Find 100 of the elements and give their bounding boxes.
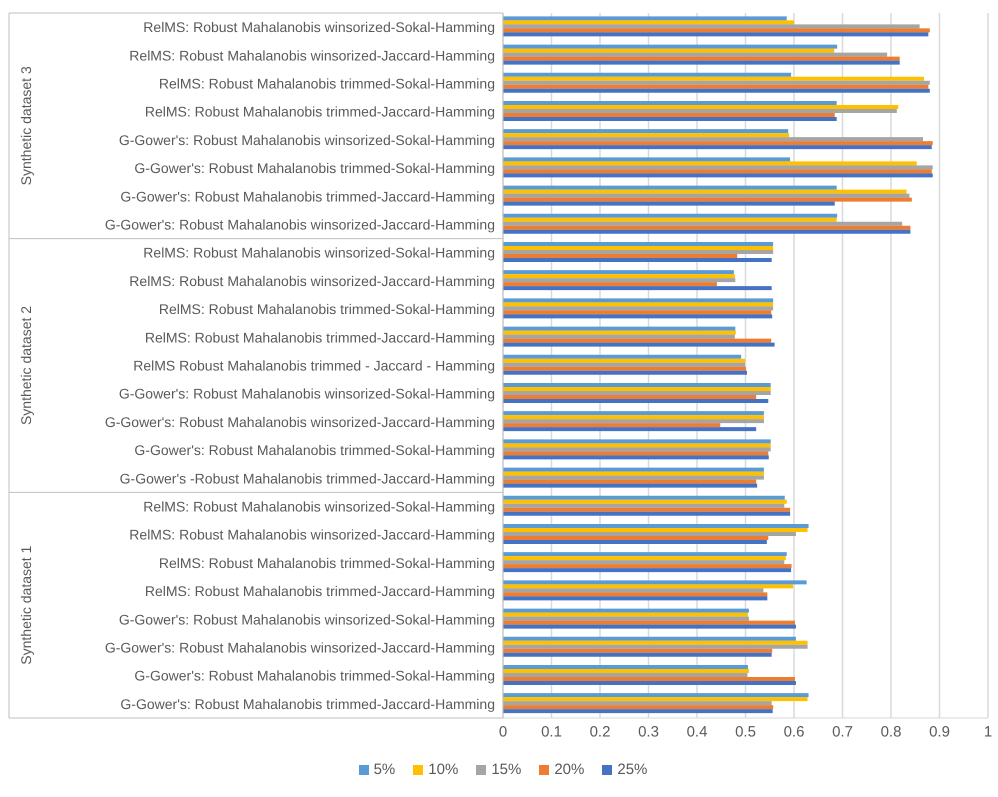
- y-tick-label: G-Gower's: Robust Mahalanobis winsorized-Sokal-Hamming: [118, 611, 495, 628]
- y-tick-label: G-Gower's: Robust Mahalanobis winsorized-Jaccard-Hamming: [104, 216, 495, 232]
- bar: [503, 664, 748, 669]
- bar: [503, 112, 835, 117]
- bar: [503, 310, 772, 314]
- bar: [503, 226, 910, 230]
- bar: [503, 190, 907, 194]
- legend-label: 10%: [427, 761, 458, 778]
- bar: [503, 334, 735, 339]
- y-tick-label: G-Gower's: Robust Mahalanobis trimmed-Sokal-Hamming: [134, 442, 495, 458]
- bar: [503, 28, 930, 32]
- bar: [503, 382, 771, 387]
- bar: [503, 104, 898, 109]
- bar: [503, 693, 809, 698]
- bar: [503, 222, 902, 226]
- bar: [503, 32, 928, 36]
- bar: [503, 48, 834, 53]
- bar: [503, 362, 746, 367]
- legend-label: 15%: [490, 761, 522, 778]
- x-tick-label: 0.7: [832, 724, 853, 741]
- bar: [503, 705, 774, 710]
- bar: [503, 648, 772, 653]
- bar: [503, 230, 910, 234]
- bar: [503, 415, 764, 420]
- text: Synthetic dataset 2: [18, 306, 34, 426]
- x-tick-label: 0.1: [541, 724, 562, 741]
- bar: [503, 44, 838, 49]
- bar: [503, 443, 771, 448]
- bar: [503, 608, 749, 613]
- bar: [503, 644, 808, 649]
- bar: [503, 354, 742, 359]
- bar: [503, 218, 837, 222]
- bar: [503, 88, 930, 93]
- bar: [503, 500, 787, 504]
- bar: [503, 246, 774, 250]
- bar: [503, 76, 924, 81]
- bar: [503, 186, 837, 190]
- y-tick-label: RelMS: Robust Mahalanobis winsorized-Jaccard-Hamming: [129, 526, 495, 543]
- bar: [503, 286, 772, 290]
- bar: [503, 173, 933, 178]
- y-tick-label: RelMS: Robust Mahalanobis trimmed-Jaccard-Hamming: [144, 329, 495, 346]
- y-tick-label: G-Gower's: Robust Mahalanobis winsorized-Jaccard-Hamming: [104, 639, 495, 656]
- bar: [503, 612, 748, 617]
- bar: [503, 270, 734, 274]
- legend-label: 25%: [616, 761, 648, 778]
- y-tick-label: RelMS: Robust Mahalanobis winsorized-Sokal-Hamming: [143, 498, 495, 514]
- y-tick-label: G-Gower's: Robust Mahalanobis trimmed-Jaccard-Hamming: [120, 696, 495, 712]
- bar: [503, 672, 748, 677]
- bar: [503, 484, 758, 488]
- bar: [503, 330, 736, 335]
- bar: [503, 298, 774, 302]
- bar: [503, 508, 790, 512]
- bar: [503, 697, 808, 702]
- bar: [503, 342, 775, 347]
- bar: [503, 419, 764, 424]
- bar: [503, 386, 771, 391]
- bar: [503, 157, 790, 162]
- bar: [503, 584, 794, 588]
- bar: [503, 680, 796, 685]
- y-tick-label: RelMS: Robust Mahalanobis winsorized-Sokal-Hamming: [143, 244, 495, 261]
- y-tick-label: RelMS: Robust Mahalanobis trimmed-Jaccard-Hamming: [144, 583, 495, 600]
- bar: [503, 133, 790, 138]
- bar: [503, 20, 794, 24]
- y-tick-label: RelMS: Robust Mahalanobis trimmed-Sokal-Hamming: [158, 554, 495, 571]
- bar: [503, 254, 738, 258]
- bar: [503, 72, 792, 77]
- bar: [503, 129, 788, 134]
- bar: [503, 652, 772, 657]
- bar: [503, 532, 796, 536]
- bar: [503, 338, 772, 343]
- bar: [503, 540, 767, 544]
- y-tick-label: G-Gower's: Robust Mahalanobis winsorized-Sokal-Hamming: [118, 386, 495, 402]
- bar: [503, 278, 736, 282]
- bar: [503, 100, 837, 105]
- bar: [503, 480, 756, 484]
- bar: [503, 169, 932, 174]
- bar: [503, 56, 900, 61]
- bar: [503, 423, 720, 428]
- x-tick-label: 0: [498, 724, 508, 741]
- y-tick-label: G-Gower's: Robust Mahalanobis winsorized-Jaccard-Hamming: [104, 414, 495, 430]
- bar: [503, 214, 838, 218]
- bar: [503, 560, 784, 564]
- bar: [503, 524, 809, 528]
- bar: [503, 116, 837, 121]
- bar: [503, 161, 917, 166]
- bar: [503, 165, 933, 170]
- bar: [503, 668, 749, 673]
- bar: [503, 194, 910, 198]
- bar: [503, 496, 785, 500]
- bar: [503, 476, 764, 480]
- bar: [503, 198, 912, 202]
- bar: [503, 701, 772, 706]
- x-tick-label: 0.5: [735, 724, 756, 741]
- text: Synthetic dataset 1: [18, 545, 34, 665]
- x-tick-label: 0.8: [880, 724, 902, 741]
- x-tick-label: 0.2: [590, 724, 610, 741]
- y-tick-label: RelMS: Robust Mahalanobis trimmed-Sokal-Hamming: [158, 75, 495, 92]
- bar: [503, 390, 771, 395]
- y-tick-label: G-Gower's: Robust Mahalanobis trimmed-Sokal-Hamming: [134, 160, 495, 176]
- bar: [503, 624, 796, 629]
